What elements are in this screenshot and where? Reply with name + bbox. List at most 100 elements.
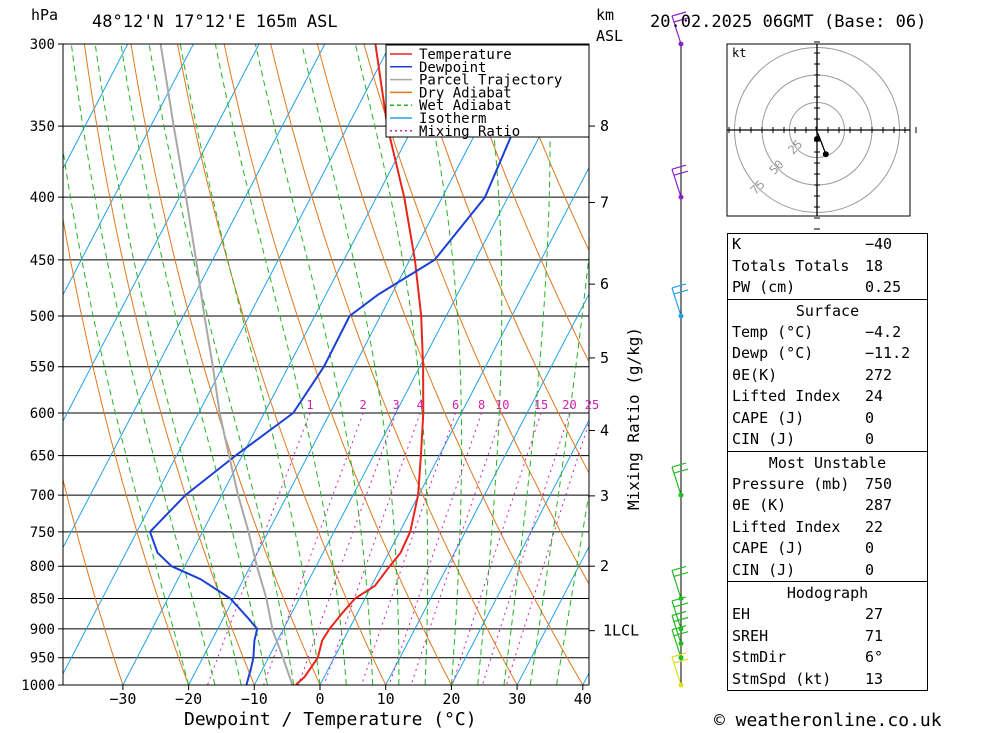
mixing-ratio-line xyxy=(481,412,570,685)
wind-barb-flag xyxy=(671,610,687,617)
pressure-tick-label: 600 xyxy=(30,406,55,422)
wind-barb-flag xyxy=(673,631,689,637)
mixing-ratio-label: 2 xyxy=(360,398,367,412)
parcel-trajectory-line xyxy=(159,44,294,685)
mixing-ratio-line xyxy=(323,412,421,685)
background-lines xyxy=(63,44,1000,685)
index-value: 0 xyxy=(865,408,875,427)
wind-barb xyxy=(671,610,689,644)
index-value: 71 xyxy=(865,626,884,645)
km-tick-label: 6 xyxy=(600,275,609,293)
km-tick-label: 3 xyxy=(600,487,609,505)
legend-label-isotherm: Isotherm xyxy=(419,111,486,127)
index-value: 0.25 xyxy=(865,278,902,296)
dry-adiabat-line xyxy=(83,44,255,685)
isotherm-line xyxy=(450,419,589,685)
wind-barb-flag xyxy=(673,571,689,578)
mixing-ratio-label: 8 xyxy=(478,398,485,412)
wet-adiabat-line xyxy=(179,44,321,685)
wet-adiabat-line xyxy=(148,44,295,685)
index-label: CIN (J) xyxy=(732,430,796,448)
wet-adiabat-line xyxy=(94,44,242,685)
isotherm-line xyxy=(122,44,457,685)
legend-label-parcel-trajectory: Parcel Trajectory xyxy=(419,73,562,89)
index-value: 750 xyxy=(865,474,893,493)
index-row: K −40 xyxy=(728,234,927,256)
index-row: CAPE (J) 0 xyxy=(728,408,927,430)
wet-adiabat-line xyxy=(529,251,589,685)
index-value: 0 xyxy=(865,430,875,448)
index-value: 272 xyxy=(865,365,893,384)
index-value: 6° xyxy=(865,648,884,666)
copyright-link[interactable]: © weatheronline.co.uk xyxy=(714,710,942,731)
mixing-ratio-line xyxy=(297,412,397,685)
pressure-tick-label: 350 xyxy=(30,119,55,135)
index-row: Totals Totals 18 xyxy=(728,256,927,278)
index-value: −4.2 xyxy=(865,322,902,341)
wind-barb-staff xyxy=(671,656,682,686)
wind-barb-staff xyxy=(671,615,682,644)
wind-barb xyxy=(671,652,689,686)
pressure-tick-label: 750 xyxy=(30,525,55,541)
wind-barb xyxy=(671,625,689,658)
hodograph-section: Hodograph EH 27 SREH 71 StmDir 6° StmSpd (kt) 1… xyxy=(728,581,927,690)
index-row: CIN (J) 0 xyxy=(728,560,927,582)
isotherm-line xyxy=(63,44,194,296)
x-tick-label: 20 xyxy=(442,690,460,708)
wind-barb-staff xyxy=(671,570,682,599)
wind-barb-flag xyxy=(671,164,687,170)
pressure-tick-label: 500 xyxy=(30,309,55,325)
km-tick-label: 8 xyxy=(600,117,609,135)
wind-barb-flag xyxy=(673,289,689,295)
dry-adiabat-line xyxy=(177,44,387,685)
hpa-unit-label: hPa xyxy=(31,6,59,24)
pressure-tick-label: 900 xyxy=(30,622,55,638)
wind-barb-flag xyxy=(671,462,687,468)
wind-barb-flag xyxy=(673,170,689,176)
index-label: Dewp (°C) xyxy=(732,344,814,362)
index-row: θE (K) 287 xyxy=(728,495,927,517)
dry-adiabat-line xyxy=(456,44,589,363)
index-label: CIN (J) xyxy=(732,560,796,579)
index-row: StmDir 6° xyxy=(728,647,927,669)
isotherm-line xyxy=(253,44,589,685)
index-value: −11.2 xyxy=(865,344,911,362)
km-tick-label: 2 xyxy=(600,557,609,575)
index-row: CIN (J) 0 xyxy=(728,429,927,451)
index-label: SREH xyxy=(732,626,769,645)
mixing-ratio-label: 1 xyxy=(306,398,313,412)
index-label: Totals Totals xyxy=(732,256,850,275)
index-row: StmSpd (kt) 13 xyxy=(728,669,927,691)
legend-label-dewpoint: Dewpoint xyxy=(419,60,486,76)
most-unstable-section: Most Unstable Pressure (mb) 750 θE (K) 287 L… xyxy=(728,450,927,582)
index-label: PW (cm) xyxy=(732,278,796,296)
x-tick-label: −30 xyxy=(109,690,136,708)
wind-barb-flag xyxy=(673,616,689,623)
index-label: K xyxy=(732,235,742,253)
x-tick-label: 40 xyxy=(574,690,592,708)
index-row: SREH 71 xyxy=(728,626,927,648)
wind-barb-flag xyxy=(673,602,689,608)
axis-labels: 3003504004505005506006507007508008509009… xyxy=(21,37,639,708)
pressure-tick-label: 850 xyxy=(30,591,55,607)
isotherm-line xyxy=(63,44,129,170)
dry-adiabat-line xyxy=(63,216,190,685)
wind-barb xyxy=(671,164,689,198)
sounding-profiles xyxy=(149,44,517,685)
index-row: EH 27 xyxy=(728,604,927,626)
mixing-ratio-line xyxy=(263,412,364,685)
mixing-ratio-axis-title: Mixing Ratio (g/kg) xyxy=(624,326,643,510)
dry-adiabat-line xyxy=(923,44,1000,685)
dry-adiabat-line xyxy=(363,44,589,586)
mixing-ratio-line xyxy=(451,412,542,685)
x-tick-label: −20 xyxy=(175,690,202,708)
index-row: Lifted Index 22 xyxy=(728,517,927,539)
surface-title: Surface xyxy=(795,301,860,320)
isotherm-line xyxy=(516,545,589,685)
index-label: Pressure (mb) xyxy=(732,474,850,493)
most-unstable-title: Most Unstable xyxy=(768,453,887,472)
pressure-tick-label: 1000 xyxy=(21,678,55,694)
index-value: 24 xyxy=(865,387,884,405)
index-value: 18 xyxy=(865,256,884,275)
